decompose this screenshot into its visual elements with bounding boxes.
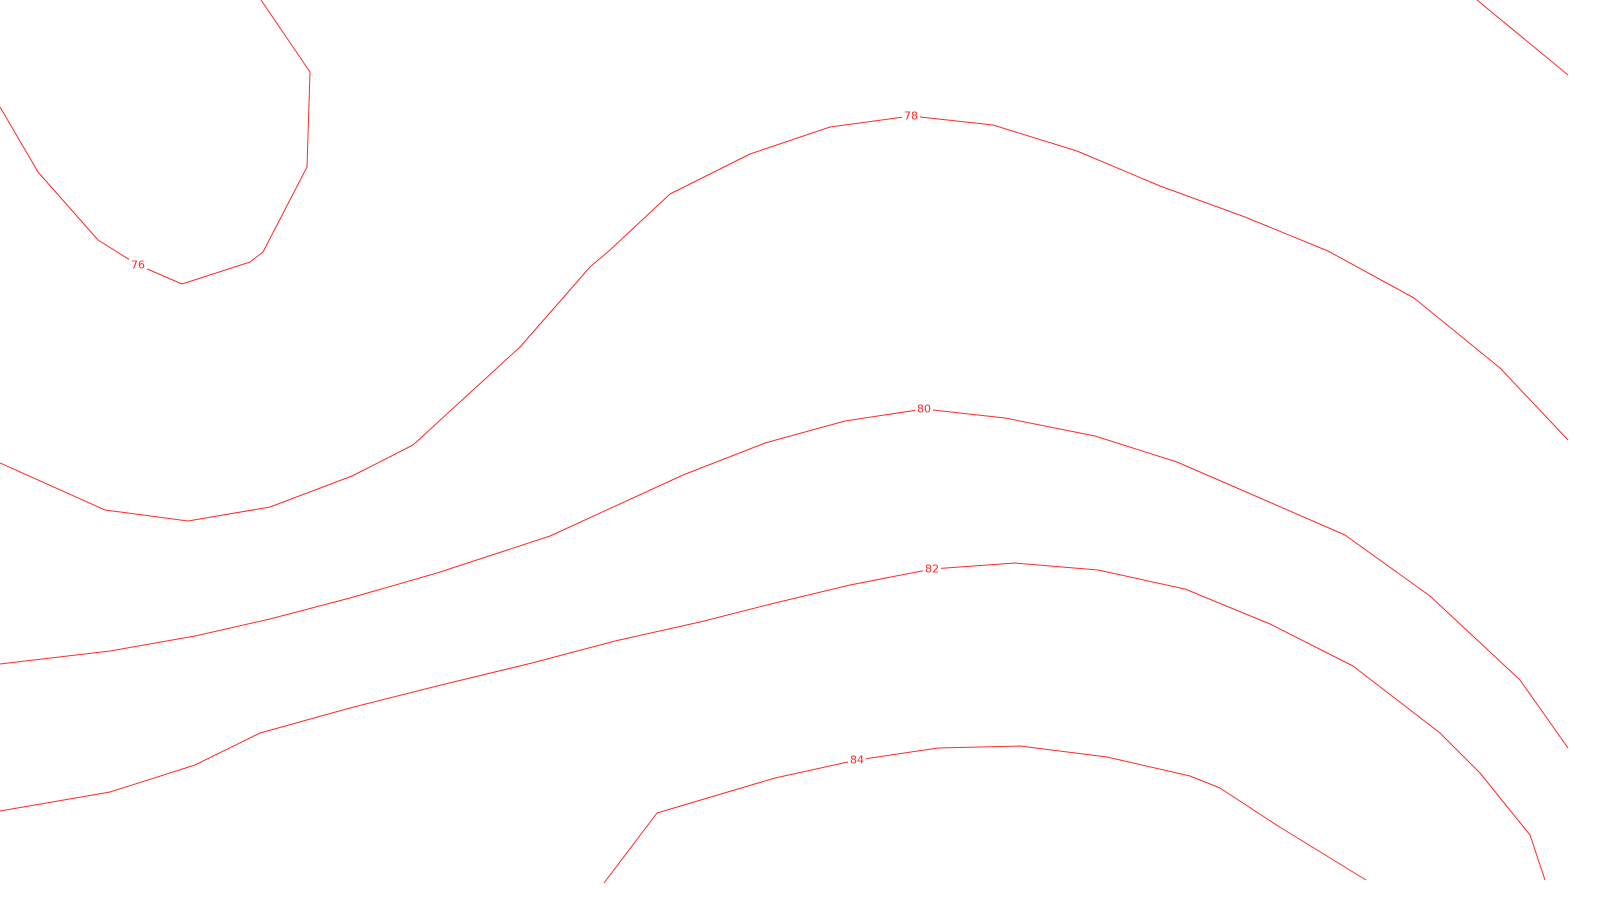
contour-top-right-line <box>1476 0 1569 76</box>
contour-76-line <box>0 0 311 285</box>
contour-76: 76 <box>0 0 311 285</box>
contour-82-label: 82 <box>925 563 939 576</box>
contour-84-label: 84 <box>850 754 864 767</box>
contour-78: 78 <box>0 110 1569 522</box>
contour-78-label: 78 <box>904 110 918 123</box>
contour-layer: 76 78 80 82 84 <box>0 0 1569 884</box>
contour-80: 80 <box>0 403 1569 749</box>
contour-top-right <box>1476 0 1569 76</box>
contour-78-label-mask <box>902 110 920 122</box>
contour-78-line <box>0 115 1569 522</box>
contour-76-label: 76 <box>131 259 145 272</box>
contour-82-line <box>0 562 1546 881</box>
contour-82-label-mask <box>923 563 941 575</box>
contour-84-label-mask <box>848 754 866 766</box>
contour-82: 82 <box>0 562 1546 881</box>
contour-80-line <box>0 408 1569 749</box>
contour-84-line <box>603 745 1367 884</box>
contour-76-label-mask <box>129 259 147 271</box>
contour-80-label-mask <box>915 403 933 415</box>
contour-84: 84 <box>603 745 1367 884</box>
contour-80-label: 80 <box>917 403 931 416</box>
